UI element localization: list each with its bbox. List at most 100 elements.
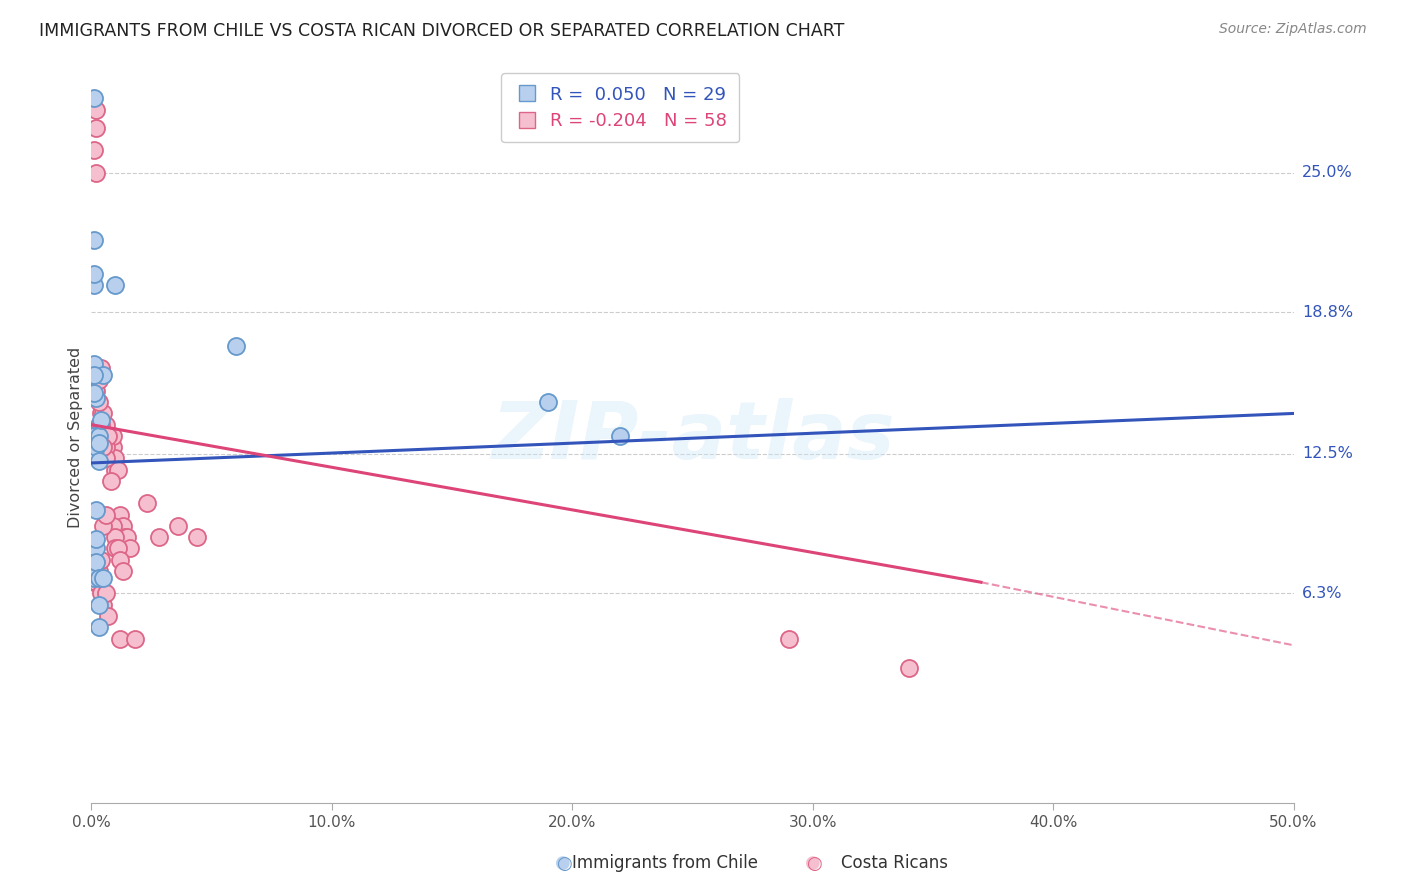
Point: [83, 564, 105, 578]
Point: [84, 120, 107, 135]
Point: [94, 417, 117, 432]
Point: [83, 386, 105, 401]
Point: [87, 435, 110, 450]
Point: [104, 451, 127, 466]
Point: [87, 598, 110, 612]
Point: [83, 357, 105, 371]
Point: [87, 564, 110, 578]
Point: [118, 541, 141, 556]
Point: [104, 541, 127, 556]
Point: [778, 632, 800, 646]
Point: [90, 586, 112, 600]
Point: [94, 586, 117, 600]
Point: [87, 429, 110, 443]
Point: [84, 391, 107, 405]
Point: [94, 440, 117, 454]
Point: [87, 453, 110, 467]
Point: [101, 429, 124, 443]
Point: [104, 278, 127, 293]
Point: [87, 373, 110, 387]
Point: [93, 368, 115, 383]
Point: [93, 571, 115, 585]
Point: [111, 519, 134, 533]
Point: [84, 555, 107, 569]
Point: [93, 598, 115, 612]
Point: [104, 463, 127, 477]
Point: [87, 395, 110, 409]
Point: [84, 541, 107, 556]
Text: Costa Ricans: Costa Ricans: [841, 855, 948, 872]
Point: [225, 339, 247, 353]
Point: [83, 91, 105, 105]
Point: [90, 417, 112, 432]
Text: ●: ●: [804, 855, 821, 872]
Point: [84, 503, 107, 517]
Point: [897, 661, 920, 675]
Point: [609, 429, 631, 443]
Text: ZIP­atlas: ZIP­atlas: [491, 398, 894, 476]
Point: [537, 395, 560, 409]
Point: [107, 541, 129, 556]
Point: [87, 571, 110, 585]
Point: [94, 508, 117, 522]
Point: [167, 519, 190, 533]
Point: [84, 384, 107, 398]
Legend: R =  0.050   N = 29, R = -0.204   N = 58: R = 0.050 N = 29, R = -0.204 N = 58: [501, 73, 740, 143]
Point: [94, 440, 117, 454]
Point: [84, 103, 107, 117]
Point: [83, 267, 105, 281]
Point: [83, 575, 105, 590]
Text: 12.5%: 12.5%: [1302, 447, 1353, 461]
Point: [87, 429, 110, 443]
Point: [87, 620, 110, 634]
Point: [104, 530, 127, 544]
Text: IMMIGRANTS FROM CHILE VS COSTA RICAN DIVORCED OR SEPARATED CORRELATION CHART: IMMIGRANTS FROM CHILE VS COSTA RICAN DIV…: [39, 22, 845, 40]
Text: 18.8%: 18.8%: [1302, 305, 1353, 319]
Point: [87, 417, 110, 432]
Point: [97, 429, 120, 443]
Point: [93, 429, 115, 443]
Point: [90, 361, 112, 376]
Point: [94, 451, 117, 466]
Point: [135, 496, 157, 510]
Point: [110, 508, 132, 522]
Point: [83, 278, 105, 293]
Point: [186, 530, 208, 544]
Point: [90, 413, 112, 427]
Point: [100, 474, 122, 488]
Point: [107, 463, 129, 477]
Point: [83, 368, 105, 383]
Point: [93, 407, 115, 421]
Point: [111, 564, 134, 578]
Point: [101, 519, 124, 533]
Point: [110, 553, 132, 567]
Point: [100, 451, 122, 466]
Y-axis label: Divorced or Separated: Divorced or Separated: [67, 346, 83, 528]
Point: [97, 440, 120, 454]
Point: [148, 530, 170, 544]
Point: [124, 632, 146, 646]
Point: [90, 553, 112, 567]
Point: [83, 233, 105, 247]
Text: ○: ○: [806, 855, 823, 872]
Point: [83, 143, 105, 157]
Point: [84, 166, 107, 180]
Point: [110, 632, 132, 646]
Point: [90, 407, 112, 421]
Text: 25.0%: 25.0%: [1302, 165, 1353, 180]
Point: [84, 440, 107, 454]
Point: [84, 533, 107, 547]
Point: [97, 609, 120, 624]
Text: Immigrants from Chile: Immigrants from Chile: [572, 855, 758, 872]
Point: [84, 575, 107, 590]
Point: [83, 429, 105, 443]
Point: [87, 429, 110, 443]
Text: 6.3%: 6.3%: [1302, 586, 1343, 601]
Point: [93, 519, 115, 533]
Point: [101, 440, 124, 454]
Point: [83, 571, 105, 585]
Point: [117, 530, 139, 544]
Point: [114, 530, 136, 544]
Point: [93, 440, 115, 454]
Text: ○: ○: [555, 855, 572, 872]
